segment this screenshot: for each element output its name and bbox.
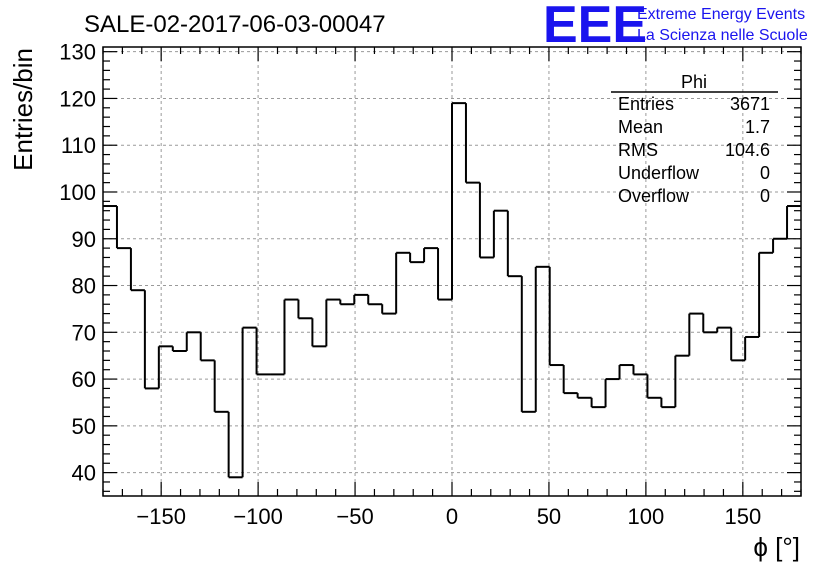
x-tick-label: 100 [628, 504, 665, 529]
stats-value: 104.6 [725, 140, 770, 160]
y-tick-label: 130 [59, 40, 96, 65]
chart-title: SALE-02-2017-06-03-00047 [84, 11, 386, 38]
stats-value: 0 [760, 163, 770, 183]
y-tick-label: 90 [72, 227, 96, 252]
y-tick-label: 120 [59, 86, 96, 111]
stats-value: 0 [760, 186, 770, 206]
stats-title: Phi [681, 72, 707, 92]
x-axis-label: ϕ [°] [753, 532, 800, 562]
eee-logo: EEE [543, 0, 647, 54]
stats-value: 1.7 [745, 117, 770, 137]
x-tick-label: 150 [724, 504, 761, 529]
stats-value: 3671 [730, 94, 770, 114]
x-axis: −150 −100 −50 0 50 100 150 [102, 47, 802, 529]
x-tick-label: 0 [446, 504, 458, 529]
stats-label: Entries [618, 94, 674, 114]
stats-box: Phi Entries 3671 Mean 1.7 RMS 104.6 Underflow 0… [611, 72, 778, 206]
y-tick-label: 50 [72, 414, 96, 439]
y-tick-label: 110 [61, 133, 96, 158]
x-tick-label: −100 [233, 504, 283, 529]
y-axis: 40 50 60 70 80 90 100 110 120 130 [59, 40, 801, 492]
stats-label: Underflow [618, 163, 700, 183]
x-tick-label: 50 [537, 504, 561, 529]
stats-label: Overflow [618, 186, 690, 206]
y-tick-label: 60 [72, 367, 96, 392]
y-tick-label: 70 [72, 320, 96, 345]
logo-line2: La Scienza nelle Scuole [637, 27, 808, 44]
y-axis-label: Entries/bin [8, 48, 38, 171]
stats-label: RMS [618, 140, 658, 160]
x-tick-label: −150 [136, 504, 186, 529]
stats-label: Mean [618, 117, 663, 137]
y-tick-label: 100 [59, 180, 96, 205]
histogram-bins [103, 102, 801, 479]
y-tick-label: 80 [72, 274, 96, 299]
logo-line1: Extreme Energy Events [637, 6, 805, 23]
x-tick-label: −50 [336, 504, 373, 529]
y-tick-label: 40 [72, 461, 96, 486]
